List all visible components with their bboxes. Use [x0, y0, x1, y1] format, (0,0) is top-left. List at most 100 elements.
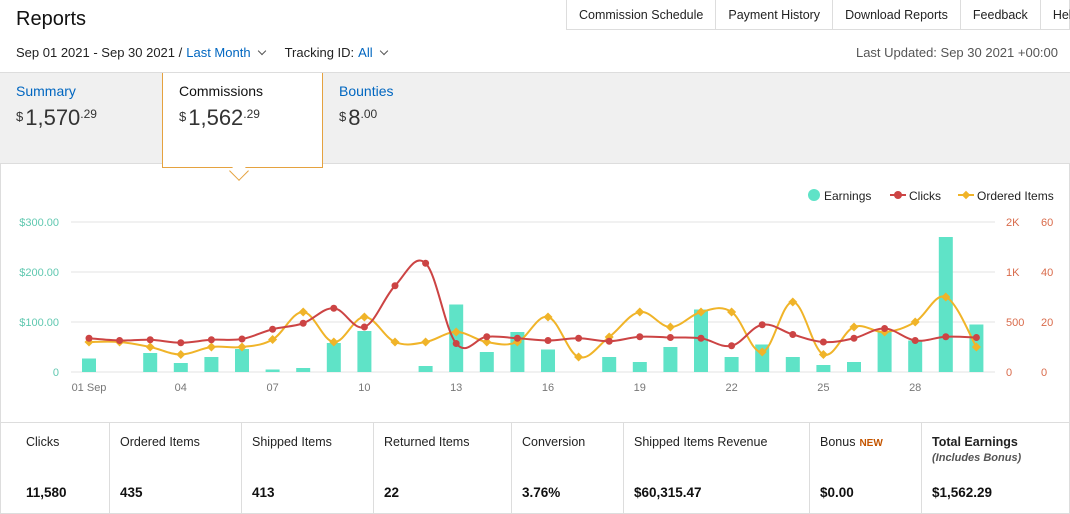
earnings-bar	[908, 340, 923, 372]
earnings-bar	[724, 357, 739, 372]
amount-whole: 1,562	[188, 105, 244, 130]
earnings-bar	[235, 349, 249, 372]
x-tick-label: 28	[909, 382, 921, 394]
currency-symbol: $	[339, 109, 347, 124]
earnings-chart: $300.00 $200.00 $100.00 0 2K 1K 500 0 60 40 20 0 01 …	[0, 164, 1070, 422]
tab-label: Bounties	[339, 83, 394, 99]
y-ordered-tick-label: 20	[1041, 317, 1053, 329]
bonus-label: Bonus	[820, 435, 856, 449]
tab-bounties[interactable]: Bounties $ 8 .00	[323, 73, 483, 165]
y-left-tick-label: $100.00	[19, 317, 59, 329]
earnings-bar	[663, 347, 678, 372]
ordered-items-point	[390, 337, 400, 347]
legend-earnings-label: Earnings	[824, 189, 871, 203]
earnings-bar	[173, 363, 188, 372]
earnings-bar	[785, 357, 800, 372]
ordered-items-point	[176, 349, 186, 360]
earnings-bar	[449, 304, 464, 372]
stat-value: 413	[252, 485, 275, 500]
earnings-bar	[877, 332, 892, 372]
clicks-point	[575, 334, 583, 342]
earnings-bar	[541, 349, 555, 372]
ordered-items-point	[543, 312, 553, 322]
clicks-point	[819, 338, 827, 346]
amount-whole: 1,570	[25, 105, 81, 130]
ordered-items-point	[298, 307, 308, 317]
period-dropdown[interactable]: Last Month	[186, 45, 251, 60]
clicks-point	[299, 319, 307, 327]
tab-commissions[interactable]: Commissions $ 1,562 .29	[162, 73, 323, 168]
help-link[interactable]: Help	[1039, 0, 1070, 29]
date-range-text: Sep 01 2021 - Sep 30 2021 /	[16, 45, 183, 60]
stat-ordered-items: Ordered Items 435	[109, 423, 241, 513]
earnings-bar	[632, 362, 647, 372]
stat-label: Clicks	[26, 435, 60, 449]
ordered-items-point	[574, 352, 584, 362]
commission-schedule-link[interactable]: Commission Schedule	[579, 7, 704, 22]
stat-returned-items: Returned Items 22	[373, 423, 511, 513]
stat-value: 11,580	[26, 485, 67, 500]
ordered-items-point	[206, 342, 216, 352]
tab-summary[interactable]: Summary $ 1,570 .29	[0, 73, 162, 165]
earnings-bar	[82, 358, 96, 372]
clicks-point	[911, 337, 919, 344]
clicks-point	[697, 334, 705, 342]
clicks-point	[238, 335, 246, 343]
y-clicks-tick-label: 2K	[1006, 217, 1020, 229]
y-clicks-tick-label: 1K	[1006, 267, 1020, 279]
clicks-point	[942, 333, 950, 341]
earnings-bar	[602, 357, 617, 372]
legend-ordered-label: Ordered Items	[977, 189, 1054, 203]
stat-conversion: Conversion 3.76%	[511, 423, 623, 513]
clicks-point	[513, 334, 521, 342]
earnings-bar	[938, 237, 953, 372]
ordered-items-point	[145, 342, 155, 352]
clicks-line	[88, 259, 977, 350]
earnings-bar	[847, 362, 861, 372]
y-left-tick-label: 0	[53, 367, 59, 379]
stat-label: Ordered Items	[120, 435, 200, 449]
clicks-point	[177, 339, 185, 347]
ordered-items-point	[359, 312, 369, 322]
clicks-point	[422, 259, 430, 267]
earnings-bar	[816, 365, 831, 372]
clicks-point	[391, 282, 399, 290]
tab-amount: $ 8 .00	[339, 105, 467, 131]
tab-amount: $ 1,562 .29	[179, 105, 306, 131]
chevron-down-icon[interactable]	[379, 46, 388, 56]
ordered-items-point	[727, 307, 737, 317]
clicks-point	[544, 337, 552, 344]
earnings-bar	[143, 353, 158, 372]
last-updated-text: Last Updated: Sep 30 2021 +00:00	[855, 45, 1058, 60]
stat-label: Shipped Items	[252, 435, 332, 449]
clicks-point	[758, 321, 766, 329]
stat-shipped-items: Shipped Items 413	[241, 423, 373, 513]
stat-value: 435	[120, 485, 143, 500]
ordered-items-point	[268, 334, 278, 345]
stat-shipped-revenue: Shipped Items Revenue $60,315.47	[623, 423, 809, 513]
stat-value: 3.76%	[522, 485, 561, 500]
clicks-point	[269, 325, 277, 333]
x-tick-label: 25	[817, 382, 829, 394]
download-reports-link[interactable]: Download Reports	[832, 0, 960, 29]
report-filters: Sep 01 2021 - Sep 30 2021 / Last Month T…	[16, 45, 393, 60]
ordered-items-point	[788, 297, 798, 307]
x-tick-label: 01 Sep	[72, 382, 107, 394]
feedback-link[interactable]: Feedback	[959, 0, 1040, 29]
clicks-point	[452, 340, 460, 347]
chevron-down-icon[interactable]	[257, 46, 266, 56]
y-ordered-tick-label: 60	[1041, 217, 1053, 229]
clicks-point	[116, 337, 124, 344]
clicks-point	[666, 334, 674, 341]
amount-whole: 8	[348, 105, 361, 130]
payment-history-link[interactable]: Payment History	[715, 0, 832, 29]
stat-sublabel: (Includes Bonus)	[932, 452, 1022, 464]
clicks-point	[85, 334, 93, 342]
tracking-id-dropdown[interactable]: All	[358, 45, 373, 60]
legend-clicks-label: Clicks	[909, 189, 941, 203]
x-tick-label: 19	[634, 382, 646, 394]
earnings-bar	[204, 357, 219, 372]
ordered-items-line	[88, 295, 978, 359]
x-tick-label: 07	[266, 382, 278, 394]
clicks-point	[881, 325, 889, 332]
